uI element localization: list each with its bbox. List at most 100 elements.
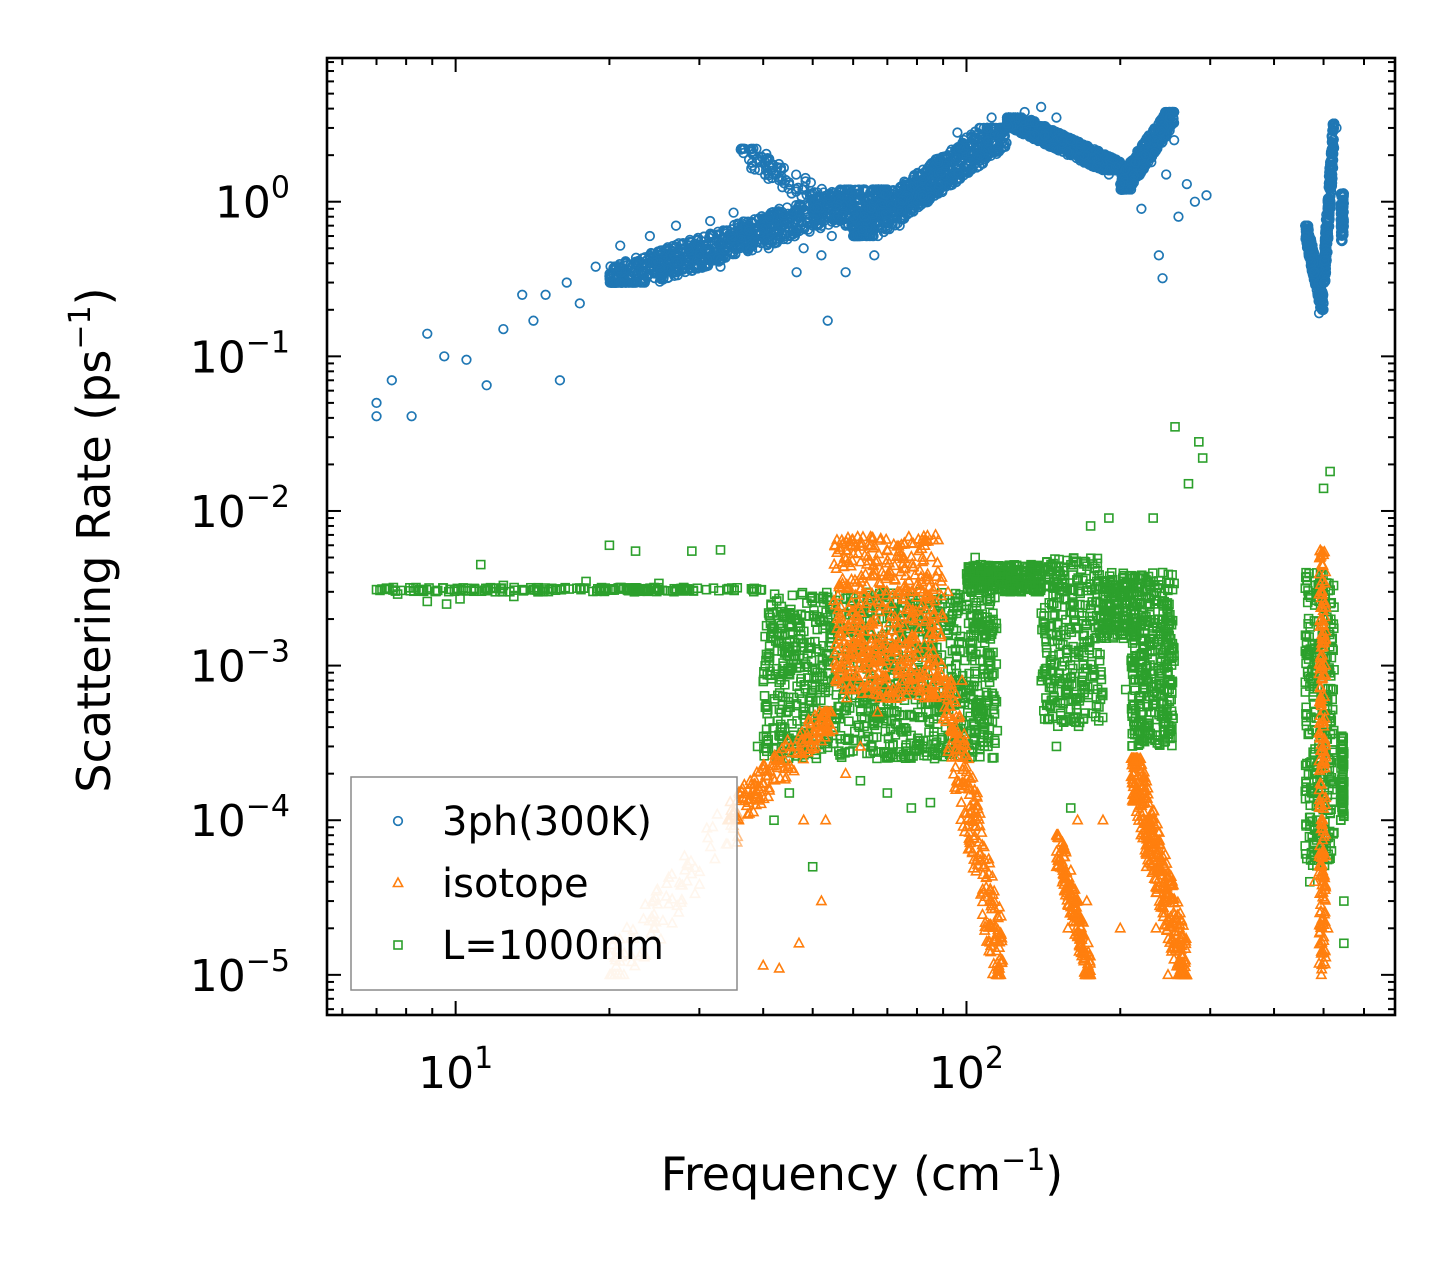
- l1000nm-point: [482, 585, 493, 596]
- l1000nm-point: [966, 690, 976, 701]
- l1000nm-point: [996, 569, 1006, 580]
- l1000nm-point: [892, 707, 902, 717]
- l1000nm-point: [977, 708, 988, 718]
- l1000nm-point: [976, 580, 987, 591]
- l1000nm-point: [807, 596, 818, 606]
- l1000nm-point: [888, 740, 898, 751]
- l1000nm-point: [576, 584, 586, 595]
- l1000nm-point: [775, 719, 786, 730]
- l1000nm-point: [784, 733, 794, 744]
- l1000nm-point: [788, 692, 799, 703]
- l1000nm-point: [818, 591, 829, 602]
- l1000nm-point: [959, 697, 970, 708]
- l1000nm-point: [771, 596, 782, 606]
- l1000nm-point: [771, 663, 782, 674]
- l1000nm-point: [824, 668, 834, 678]
- l1000nm-point: [773, 690, 783, 701]
- l1000nm-point: [722, 585, 732, 595]
- l1000nm-point: [972, 697, 983, 708]
- l1000nm-point: [774, 593, 784, 604]
- l1000nm-point: [1085, 635, 1095, 646]
- l1000nm-point: [759, 691, 770, 701]
- l1000nm-point: [817, 682, 828, 693]
- l1000nm-point: [1041, 642, 1052, 653]
- l1000nm-point: [859, 608, 869, 618]
- l1000nm-point: [795, 662, 806, 672]
- l1000nm-point: [774, 688, 785, 698]
- l1000nm-point: [708, 583, 719, 593]
- l1000nm-point: [914, 738, 925, 749]
- l1000nm-point: [859, 713, 870, 723]
- l1000nm-point: [954, 636, 964, 647]
- l1000nm-point: [545, 584, 555, 595]
- l1000nm-point: [900, 753, 911, 764]
- l1000nm-point: [842, 735, 853, 746]
- l1000nm-point: [979, 722, 989, 732]
- l1000nm-point: [816, 695, 826, 706]
- l1000nm-point: [782, 650, 793, 661]
- l1000nm-point: [968, 734, 979, 744]
- l1000nm-point: [936, 734, 947, 745]
- l1000nm-point: [821, 607, 831, 617]
- l1000nm-point: [758, 676, 769, 687]
- l1000nm-point: [723, 583, 734, 594]
- l1000nm-point: [443, 586, 454, 597]
- l1000nm-point: [985, 660, 996, 671]
- l1000nm-point: [906, 710, 916, 721]
- l1000nm-point: [964, 668, 974, 679]
- l1000nm-point: [776, 620, 787, 631]
- l1000nm-point: [678, 585, 689, 596]
- l1000nm-point: [810, 636, 820, 647]
- l1000nm-point: [813, 593, 824, 603]
- l1000nm-point: [778, 661, 789, 671]
- l1000nm-point: [623, 585, 634, 596]
- l1000nm-point: [896, 725, 906, 735]
- l1000nm-point: [974, 618, 985, 628]
- l1000nm-point: [979, 583, 990, 594]
- l1000nm-point: [984, 663, 994, 674]
- l1000nm-point: [807, 679, 817, 690]
- l1000nm-point: [817, 653, 828, 664]
- l1000nm-point: [975, 655, 985, 666]
- l1000nm-point: [981, 630, 992, 641]
- l1000nm-point: [630, 586, 641, 597]
- l1000nm-point: [891, 752, 902, 763]
- l1000nm-point: [976, 595, 987, 606]
- l1000nm-point: [598, 584, 609, 595]
- l1000nm-point: [1048, 651, 1058, 661]
- l1000nm-point: [915, 712, 926, 722]
- l1000nm-point: [889, 705, 899, 716]
- l1000nm-point: [872, 753, 882, 764]
- l1000nm-point: [795, 621, 806, 631]
- l1000nm-point: [497, 587, 508, 597]
- l1000nm-point: [947, 611, 957, 621]
- l1000nm-point: [770, 669, 781, 680]
- l1000nm-point: [911, 744, 921, 755]
- l1000nm-point: [921, 747, 932, 757]
- l1000nm-point: [676, 583, 686, 594]
- l1000nm-point: [982, 612, 992, 623]
- l1000nm-point: [469, 583, 479, 594]
- l1000nm-point: [981, 695, 992, 706]
- l1000nm-point: [509, 582, 519, 593]
- l1000nm-point: [951, 625, 962, 636]
- l1000nm-point: [761, 724, 772, 735]
- l1000nm-point: [758, 731, 769, 742]
- l1000nm-point: [964, 685, 975, 695]
- l1000nm-point: [462, 586, 473, 596]
- l1000nm-point: [802, 598, 812, 608]
- l1000nm-point: [971, 699, 981, 709]
- l1000nm-point: [824, 641, 834, 652]
- l1000nm-point: [811, 753, 822, 764]
- l1000nm-point: [804, 611, 815, 621]
- l1000nm-point: [807, 685, 818, 696]
- l1000nm-point: [880, 726, 891, 737]
- l1000nm-point: [924, 717, 935, 727]
- l1000nm-point: [812, 673, 822, 683]
- l1000nm-point: [795, 634, 806, 645]
- l1000nm-point: [986, 650, 996, 661]
- l1000nm-point: [1047, 599, 1057, 610]
- l1000nm-point: [863, 731, 874, 742]
- l1000nm-point: [862, 726, 873, 737]
- l1000nm-point: [818, 616, 829, 627]
